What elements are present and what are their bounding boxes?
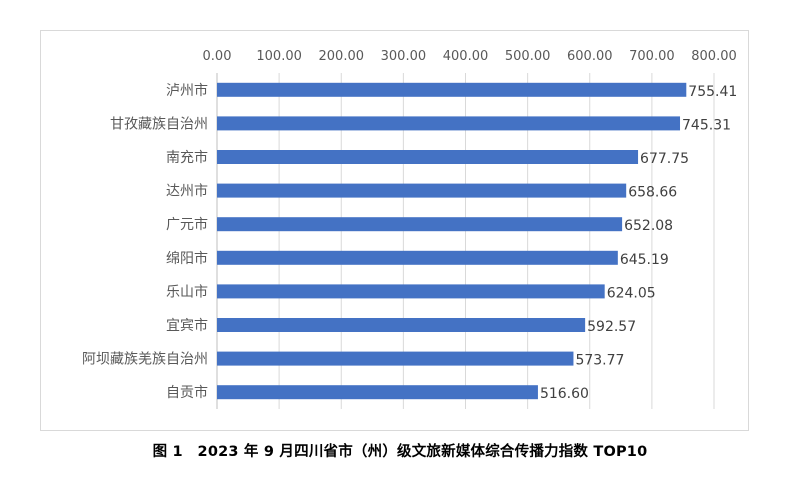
data-label: 677.75 [640, 151, 689, 167]
category-label: 乐山市 [166, 283, 208, 300]
data-label: 645.19 [620, 252, 669, 268]
data-label: 624.05 [607, 285, 656, 301]
data-label: 573.77 [575, 353, 624, 369]
bar [217, 82, 687, 97]
data-label: 652.08 [624, 218, 673, 234]
data-label: 658.66 [628, 185, 677, 201]
category-label: 泸州市 [166, 82, 208, 99]
bar [217, 150, 639, 164]
data-label: 745.31 [682, 117, 731, 133]
category-label: 达州市 [166, 183, 208, 200]
bar [217, 116, 681, 131]
bar-chart: 0.00 100.00 200.00 300.00 400.00 500.00 600.00… [82, 49, 737, 409]
bar [217, 183, 627, 198]
x-tick-label: 300.00 [381, 49, 427, 64]
x-tick-label: 100.00 [256, 49, 302, 64]
category-label: 广元市 [166, 216, 208, 233]
category-label: 甘孜藏族自治州 [110, 116, 208, 132]
x-tick-label: 400.00 [443, 49, 489, 64]
bar [217, 351, 574, 366]
x-tick-label: 600.00 [567, 49, 613, 64]
bars [217, 82, 687, 400]
x-tick-label: 0.00 [203, 49, 232, 64]
category-label: 宜宾市 [166, 317, 208, 334]
bar [217, 217, 623, 232]
x-tick-label: 700.00 [629, 49, 675, 64]
x-tick-label: 800.00 [691, 49, 737, 64]
chart-frame: 0.00 100.00 200.00 300.00 400.00 500.00 600.00… [40, 30, 749, 431]
category-label: 自贡市 [166, 384, 208, 401]
data-label: 755.41 [688, 84, 737, 100]
x-tick-label: 200.00 [319, 49, 365, 64]
bar [217, 318, 586, 332]
x-tick-label: 500.00 [505, 49, 551, 64]
data-labels: 755.41 745.31 677.75 658.66 652.08 645.19 624.… [540, 84, 737, 402]
data-label: 516.60 [540, 386, 589, 402]
x-axis-ticks: 0.00 100.00 200.00 300.00 400.00 500.00 600.00… [203, 49, 737, 64]
bar [217, 284, 605, 299]
category-label: 绵阳市 [166, 250, 208, 267]
category-label: 阿坝藏族羌族自治州 [82, 352, 208, 368]
bar [217, 250, 618, 265]
figure-caption: 图 1 2023 年 9 月四川省市（州）级文旅新媒体综合传播力指数 TOP10 [152, 444, 648, 460]
data-label: 592.57 [587, 319, 636, 335]
bar [217, 385, 538, 400]
category-label: 南充市 [166, 149, 208, 166]
